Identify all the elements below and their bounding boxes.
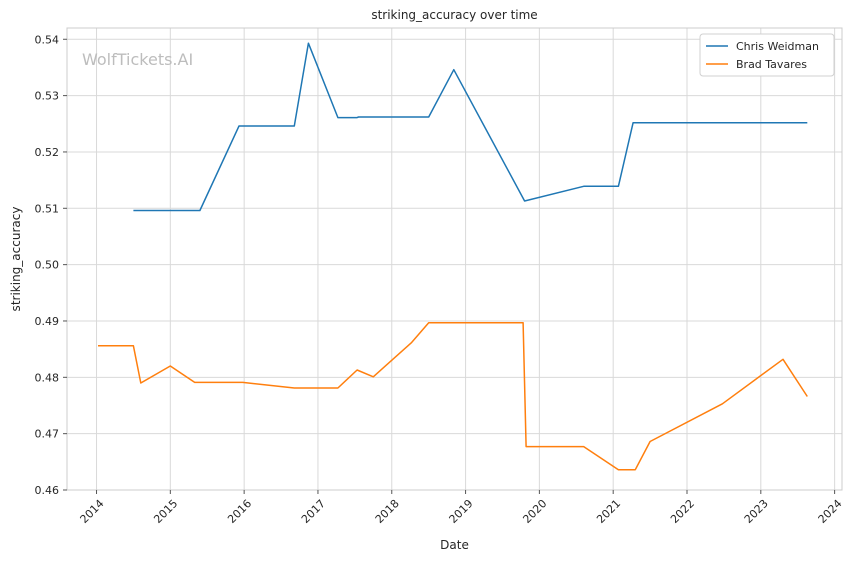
x-axis-label: Date [440, 538, 469, 552]
series-line-1 [98, 321, 808, 471]
y-axis-label: striking_accuracy [9, 207, 23, 312]
chart-title: striking_accuracy over time [371, 8, 537, 22]
watermark: WolfTickets.AI [82, 50, 193, 69]
y-tick-label: 0.50 [35, 259, 60, 272]
y-tick-label: 0.52 [35, 146, 60, 159]
y-axis-ticks: 0.46 0.47 0.48 0.49 0.50 0.51 0.52 0.53 0.54 [35, 33, 67, 497]
series-lines [98, 42, 808, 471]
plot-frame [66, 27, 843, 491]
series-line-0 [133, 42, 808, 212]
legend-entry-label: Chris Weidman [736, 40, 819, 53]
y-tick-label: 0.47 [35, 428, 60, 441]
legend: Chris Weidman Brad Tavares [699, 33, 835, 77]
legend-box [699, 33, 835, 77]
y-tick-label: 0.51 [35, 202, 60, 215]
y-tick-label: 0.46 [35, 484, 60, 497]
y-tick-label: 0.54 [35, 33, 60, 46]
legend-entry-label: Brad Tavares [736, 58, 807, 71]
y-tick-label: 0.48 [35, 371, 60, 384]
y-tick-label: 0.53 [35, 90, 60, 103]
y-tick-label: 0.49 [35, 315, 60, 328]
